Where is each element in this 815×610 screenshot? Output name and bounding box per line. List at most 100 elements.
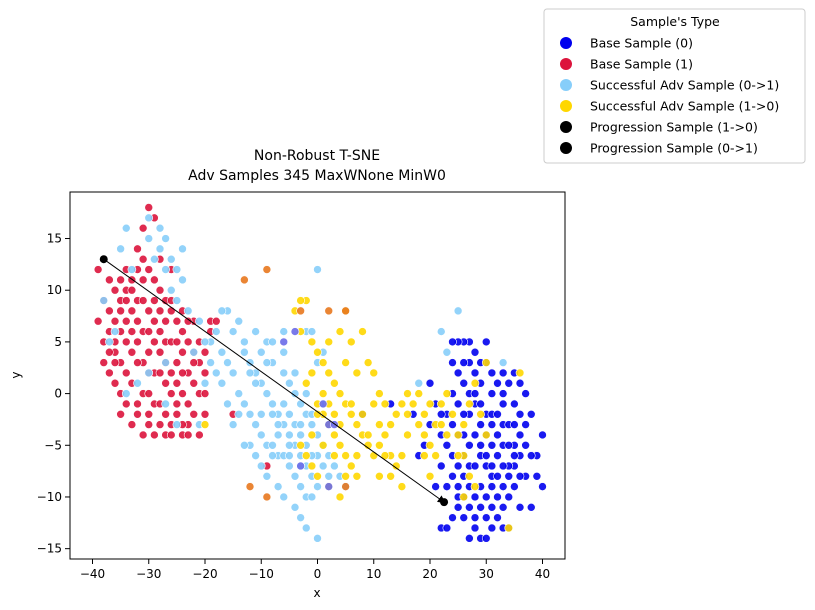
data-point [363, 358, 373, 367]
data-point [99, 358, 109, 367]
data-point [189, 347, 199, 357]
data-point [515, 503, 525, 512]
data-point [251, 420, 260, 429]
data-point [498, 358, 508, 367]
data-point [161, 234, 170, 243]
data-point [493, 492, 502, 502]
data-point [211, 327, 221, 336]
data-point [324, 306, 334, 316]
data-point [442, 389, 452, 398]
data-point [178, 327, 187, 336]
data-point [161, 358, 170, 367]
data-point [138, 223, 148, 233]
data-point [448, 409, 457, 419]
data-point [105, 306, 114, 316]
data-point [150, 316, 159, 326]
data-point [245, 482, 255, 491]
data-point [307, 430, 317, 440]
data-point [240, 440, 249, 450]
progression-end-point [440, 498, 449, 507]
data-point [335, 440, 345, 450]
data-point [453, 482, 463, 491]
data-point [341, 451, 350, 460]
data-point [397, 451, 407, 460]
data-point [127, 420, 137, 429]
data-point [487, 461, 497, 471]
legend-label: Base Sample (0) [590, 36, 693, 51]
data-point [504, 523, 514, 533]
legend-label: Progression Sample (0->1) [590, 141, 758, 156]
data-point [436, 420, 446, 429]
data-point [200, 389, 210, 398]
data-point [183, 399, 193, 409]
data-point [487, 389, 497, 398]
y-tick-label: −5 [44, 438, 62, 452]
data-point [442, 440, 452, 450]
data-point [324, 471, 334, 481]
data-point [363, 430, 373, 440]
data-point [538, 482, 547, 491]
data-point [341, 482, 350, 491]
data-point [313, 347, 322, 357]
data-point [285, 451, 294, 460]
data-point [279, 327, 289, 336]
data-point [465, 440, 474, 450]
data-point [105, 368, 114, 378]
data-point [150, 296, 159, 305]
data-point [121, 337, 131, 347]
data-point [324, 482, 334, 491]
data-point [93, 265, 103, 274]
chart-title: Non-Robust T-SNE Adv Samples 345 MaxWNon… [188, 148, 446, 184]
data-point [436, 327, 446, 336]
data-point [504, 492, 514, 502]
data-point [335, 389, 345, 398]
data-point [144, 409, 154, 419]
y-tick-label: 0 [54, 387, 62, 401]
data-point [133, 337, 142, 347]
data-point [476, 420, 485, 429]
data-point [431, 451, 440, 460]
data-point [110, 358, 120, 367]
data-point [290, 389, 300, 398]
data-point [116, 244, 125, 254]
data-point [251, 451, 260, 460]
data-point [510, 399, 519, 409]
data-point [200, 337, 210, 347]
progression-start-point [99, 255, 108, 264]
data-point [150, 337, 159, 347]
legend: Sample's Type Base Sample (0)Base Sample… [543, 8, 806, 164]
data-point [211, 368, 221, 378]
data-point [330, 378, 339, 388]
data-point [290, 503, 300, 512]
data-point [133, 378, 142, 388]
data-point [256, 409, 266, 419]
data-point [425, 378, 435, 388]
data-point [448, 358, 457, 367]
data-point [526, 451, 536, 460]
data-point [386, 420, 395, 429]
data-point [121, 389, 131, 398]
data-point [172, 420, 182, 429]
data-point [453, 461, 463, 471]
data-point [279, 337, 289, 347]
data-point [358, 327, 367, 336]
data-point [144, 203, 154, 212]
data-point [453, 503, 463, 512]
x-tick-label: 20 [422, 567, 437, 581]
data-point [144, 265, 154, 274]
data-point [307, 337, 317, 347]
data-point [391, 409, 401, 419]
data-point [318, 389, 328, 398]
data-point [245, 409, 255, 419]
data-point [330, 409, 339, 419]
data-point [307, 327, 317, 336]
data-point [200, 409, 210, 419]
data-point [251, 327, 260, 336]
data-point [358, 409, 367, 419]
progression-arrow [99, 255, 449, 507]
data-point [105, 275, 114, 285]
data-point [442, 482, 452, 491]
data-point [183, 316, 193, 326]
data-point [459, 378, 469, 388]
data-point [515, 430, 525, 440]
